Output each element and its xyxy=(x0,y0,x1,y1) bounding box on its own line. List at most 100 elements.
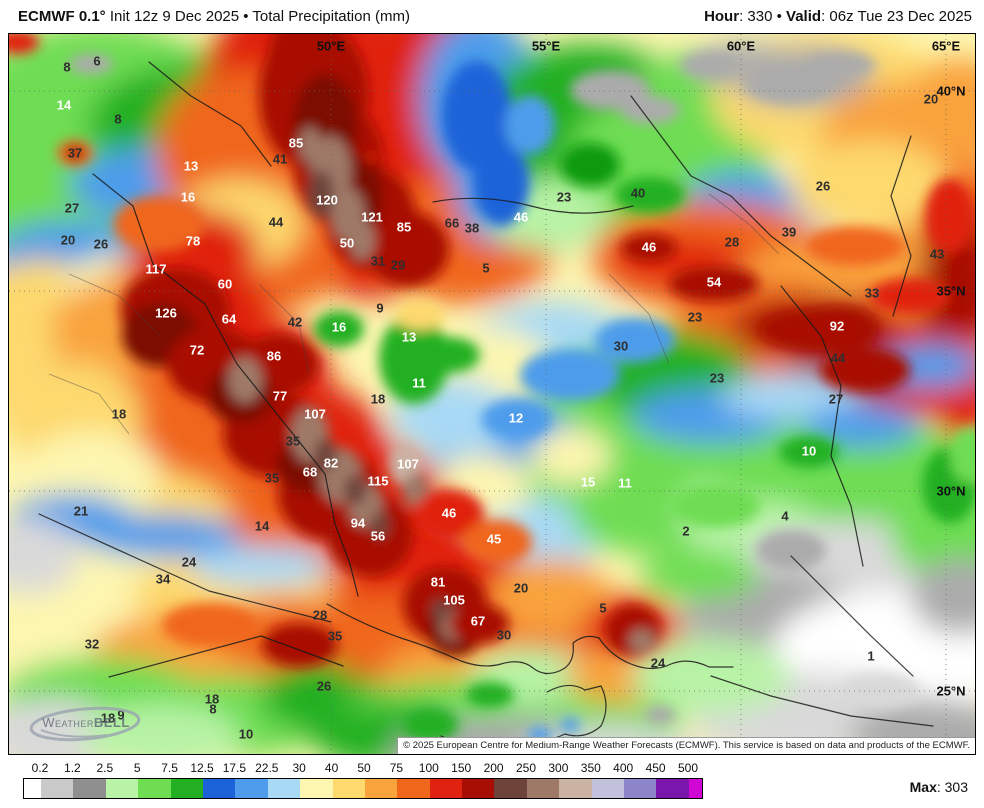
precip-value-label: 60 xyxy=(217,276,233,292)
precip-value-label: 77 xyxy=(272,388,288,404)
colorbar-tick-label: 75 xyxy=(389,761,404,775)
precip-value-label: 78 xyxy=(185,233,201,249)
colorbar-segment xyxy=(300,779,333,798)
precip-value-label: 40 xyxy=(630,185,646,201)
precip-value-label: 82 xyxy=(323,455,339,471)
colorbar-segment xyxy=(526,779,560,798)
colorbar-segment xyxy=(494,779,527,798)
precip-value-label: 16 xyxy=(331,319,347,335)
precip-value-label: 94 xyxy=(350,515,366,531)
precip-value-label: 26 xyxy=(316,678,332,694)
precip-value-label: 72 xyxy=(189,342,205,358)
colorbar-segment xyxy=(105,779,139,798)
precip-value-label: 30 xyxy=(496,627,512,643)
colorbar-segment xyxy=(624,779,657,798)
precip-value-label: 26 xyxy=(93,236,109,252)
colorbar-segment xyxy=(656,779,689,798)
colorbar-segment xyxy=(138,779,171,798)
precip-value-label: 18 xyxy=(100,710,116,726)
colorbar-tick-label: 0.2 xyxy=(31,761,49,775)
precip-value-label: 45 xyxy=(486,531,502,547)
precip-value-label: 23 xyxy=(687,309,703,325)
colorbar-tick-label: 1.2 xyxy=(64,761,81,775)
precip-value-label: 35 xyxy=(264,470,280,486)
colorbar-tick-label: 300 xyxy=(548,761,569,775)
model-name: ECMWF 0.1° xyxy=(18,8,106,25)
precip-value-label: 117 xyxy=(145,261,167,277)
precip-value-label: 46 xyxy=(513,209,529,225)
precip-value-label: 26 xyxy=(815,178,831,194)
precip-value-label: 44 xyxy=(268,214,284,230)
colorbar xyxy=(23,778,703,799)
precip-value-label: 54 xyxy=(706,274,722,290)
precip-value-label: 46 xyxy=(641,239,657,255)
precip-value-label: 50 xyxy=(339,235,355,251)
grid-lines xyxy=(9,34,975,754)
colorbar-segment xyxy=(591,779,625,798)
precip-value-label: 27 xyxy=(64,200,80,216)
grid-coordinate-label: 55°E xyxy=(531,38,561,54)
precip-value-label: 24 xyxy=(650,655,666,671)
grid-coordinate-label: 30°N xyxy=(936,483,966,499)
precip-value-label: 8 xyxy=(209,701,217,717)
precip-value-label: 41 xyxy=(272,151,288,167)
precip-value-label: 39 xyxy=(781,224,797,240)
precipitation-field xyxy=(9,34,975,754)
precip-value-label: 28 xyxy=(312,607,328,623)
colorbar-segment xyxy=(397,779,430,798)
colorbar-segment xyxy=(235,779,268,798)
colorbar-tick-label: 500 xyxy=(677,761,699,775)
precip-value-label: 121 xyxy=(361,209,383,225)
hour-label: Hour xyxy=(704,8,740,25)
precip-value-label: 85 xyxy=(288,135,304,151)
attribution-text: © 2025 European Centre for Medium-Range … xyxy=(397,737,975,754)
precip-value-label: 6 xyxy=(93,53,101,69)
precip-value-label: 68 xyxy=(302,464,318,480)
precip-value-label: 38 xyxy=(464,220,480,236)
colorbar-tick-label: 40 xyxy=(324,761,339,775)
precip-value-label: 5 xyxy=(482,260,490,276)
precip-value-label: 20 xyxy=(60,232,76,248)
precip-value-label: 31 xyxy=(370,253,386,269)
colorbar-tick-label: 7.5 xyxy=(161,761,178,775)
logo-text-weather: Weather xyxy=(42,715,94,730)
colorbar-tick-label: 17.5 xyxy=(222,761,247,775)
grid-coordinate-label: 60°E xyxy=(726,38,756,54)
precip-value-label: 56 xyxy=(370,528,386,544)
weatherbell-swirl-icon xyxy=(29,706,141,742)
precip-value-label: 16 xyxy=(180,189,196,205)
grid-coordinate-label: 35°N xyxy=(936,283,966,299)
precip-value-label: 35 xyxy=(285,433,301,449)
precip-value-label: 105 xyxy=(443,592,465,608)
grid-coordinate-label: 40°N xyxy=(936,83,966,99)
precip-value-label: 81 xyxy=(430,574,446,590)
valid-label: Valid xyxy=(786,8,822,25)
precip-value-label: 85 xyxy=(396,219,412,235)
legend-footer: 0.2 1.2 2.5 5 7.5 12.5 17.5 22.5 30 40 50 75 100 150 2… xyxy=(0,755,984,808)
colorbar-tick-label: 150 xyxy=(451,761,472,775)
separator: • xyxy=(772,8,787,25)
precip-value-label: 18 xyxy=(370,391,386,407)
precip-value-label: 23 xyxy=(556,189,572,205)
precip-value-label: 34 xyxy=(155,571,171,587)
map-canvas: 50°E 55°E 60°E 65°E 40°N 35°N 30°N 25°N 8 6 14 8 37… xyxy=(8,33,976,755)
colorbar-tick-label: 12.5 xyxy=(190,761,214,775)
precip-value-label: 29 xyxy=(390,257,406,273)
precip-value-label: 46 xyxy=(441,505,457,521)
precip-value-label: 20 xyxy=(513,580,529,596)
weatherbell-logo-text: WeatherBELL xyxy=(27,715,145,730)
precip-value-label: 13 xyxy=(183,158,199,174)
precip-value-label: 13 xyxy=(401,329,417,345)
colorbar-segment xyxy=(462,779,495,798)
precip-value-label: 8 xyxy=(114,111,122,127)
precip-value-label: 12 xyxy=(508,410,524,426)
precip-value-label: 20 xyxy=(923,91,939,107)
precip-value-label: 32 xyxy=(84,636,100,652)
precip-value-label: 10 xyxy=(801,443,817,459)
precip-value-label: 64 xyxy=(221,311,237,327)
precip-value-label: 92 xyxy=(829,318,845,334)
precip-value-label: 67 xyxy=(470,613,486,629)
colorbar-tick-label: 200 xyxy=(483,761,504,775)
precip-value-label: 24 xyxy=(181,554,197,570)
